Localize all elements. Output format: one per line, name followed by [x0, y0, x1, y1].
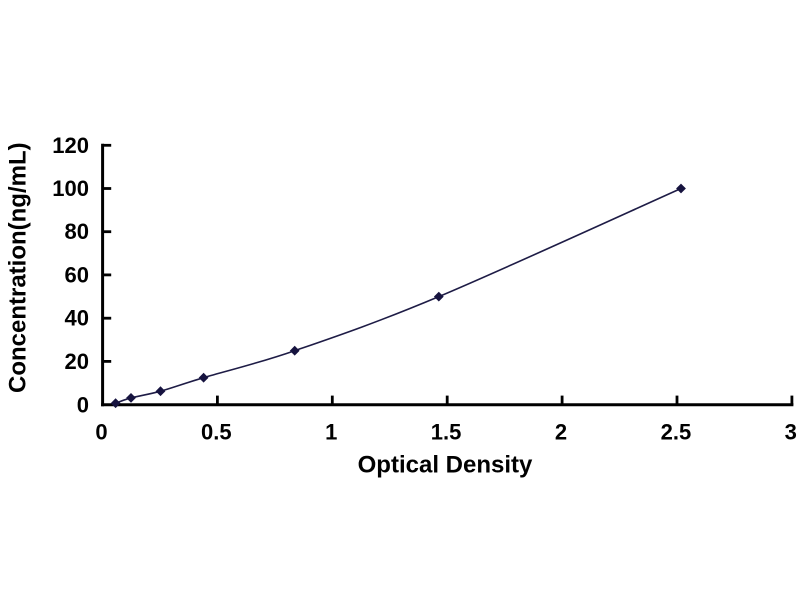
svg-text:3: 3: [785, 420, 797, 445]
svg-text:100: 100: [52, 176, 89, 201]
svg-text:20: 20: [65, 349, 89, 374]
svg-text:Concentration(ng/mL): Concentration(ng/mL): [5, 142, 32, 393]
svg-text:40: 40: [65, 306, 89, 331]
svg-text:0.5: 0.5: [201, 420, 232, 445]
svg-text:1: 1: [325, 420, 337, 445]
svg-text:1.5: 1.5: [431, 420, 462, 445]
svg-text:Optical Density: Optical Density: [358, 452, 533, 479]
svg-text:60: 60: [65, 262, 89, 287]
svg-text:120: 120: [52, 133, 89, 158]
svg-text:80: 80: [65, 219, 89, 244]
svg-text:2.5: 2.5: [661, 420, 692, 445]
svg-text:2: 2: [555, 420, 567, 445]
svg-text:0: 0: [95, 420, 107, 445]
svg-text:0: 0: [77, 392, 89, 417]
